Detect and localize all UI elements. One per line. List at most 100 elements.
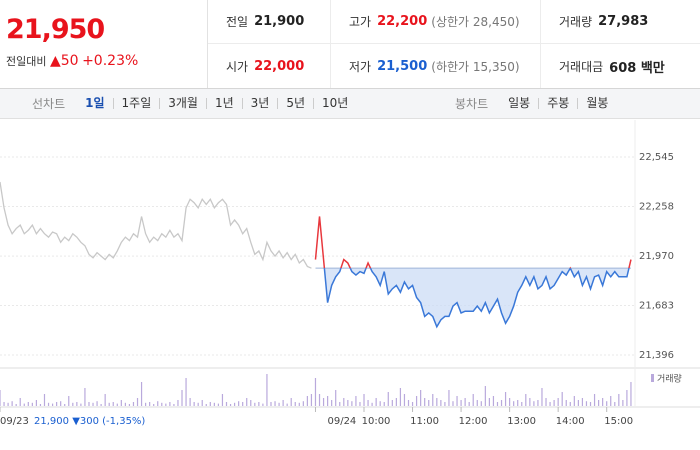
- period-tab[interactable]: 1년: [205, 97, 242, 109]
- divider: [0, 88, 700, 89]
- volume-bar: [610, 396, 612, 406]
- x-tick-label: 10:00: [362, 416, 391, 427]
- stat-label: 거래량: [559, 15, 593, 29]
- candle-tab[interactable]: 주봉: [538, 97, 577, 109]
- volume-bar: [504, 392, 507, 406]
- volume-bar: [496, 402, 499, 406]
- volume-bar: [468, 402, 470, 406]
- volume-bar: [597, 400, 600, 406]
- prev-day-change: ▼300: [72, 416, 99, 427]
- volume-bar: [618, 394, 620, 406]
- volume-bar: [395, 398, 397, 406]
- volume-bar: [460, 400, 462, 406]
- volume-bar: [185, 378, 187, 406]
- volume-bar: [242, 402, 244, 406]
- volume-bar: [140, 382, 143, 406]
- volume-bar: [153, 404, 155, 406]
- volume-bar: [76, 402, 78, 406]
- volume-bar: [606, 401, 608, 406]
- volume-bar: [440, 400, 442, 406]
- x-tick-label: 09/23: [0, 416, 29, 427]
- volume-bar: [517, 400, 519, 406]
- current-price: 21,950: [6, 14, 105, 45]
- volume-bar: [80, 403, 82, 406]
- volume-bar: [472, 394, 474, 406]
- period-tab[interactable]: 3개월: [159, 97, 206, 109]
- volume-bar: [278, 402, 280, 406]
- volume-bar: [318, 394, 321, 406]
- volume-bar: [525, 394, 527, 406]
- volume-bar: [509, 398, 511, 406]
- stat-cell: 저가 21,500 (하한가 15,350): [330, 44, 540, 88]
- volume-bar: [35, 400, 38, 406]
- candle-tab[interactable]: 월봉: [577, 97, 616, 109]
- volume-bar: [492, 396, 495, 406]
- volume-bar: [193, 402, 195, 406]
- volume-bar: [399, 388, 402, 406]
- stat-note: (하한가 15,350): [431, 59, 520, 74]
- period-tab[interactable]: 1주일: [112, 97, 160, 109]
- volume-bar: [92, 402, 94, 406]
- volume-bar: [120, 400, 122, 406]
- x-tick-label: 11:00: [410, 416, 439, 427]
- volume-bar: [116, 403, 118, 406]
- volume-bar: [355, 396, 357, 406]
- volume-bar: [589, 402, 592, 406]
- volume-bar: [314, 378, 317, 406]
- volume-bar: [602, 398, 604, 406]
- volume-bar: [108, 402, 110, 406]
- stat-label: 고가: [349, 15, 372, 29]
- volume-bar: [246, 398, 248, 406]
- volume-bar: [424, 398, 426, 406]
- stat-label: 저가: [349, 59, 372, 74]
- volume-bar: [238, 401, 240, 406]
- volume-bar: [104, 394, 106, 406]
- period-tab[interactable]: 10년: [313, 97, 356, 109]
- period-tab[interactable]: 5년: [277, 97, 313, 109]
- volume-bar: [306, 396, 308, 406]
- volume-bar: [197, 402, 199, 406]
- volume-bar: [347, 400, 349, 406]
- period-tab[interactable]: 1일: [85, 96, 105, 110]
- volume-bar: [298, 402, 300, 406]
- volume-bar: [84, 388, 86, 406]
- stat-value: 22,000: [254, 58, 305, 74]
- volume-bar: [521, 402, 523, 406]
- volume-bar: [339, 402, 341, 406]
- line-tabs: 선차트 1일 1주일 3개월 1년 3년 5년 10년: [32, 89, 356, 118]
- volume-bar: [541, 388, 543, 406]
- stat-cell: 거래대금 608 백만: [540, 44, 700, 88]
- volume-bar: [294, 402, 296, 406]
- volume-bar: [233, 402, 236, 406]
- volume-bar: [112, 402, 114, 406]
- volume-bar: [47, 402, 50, 406]
- stat-cell: 거래량 27,983: [540, 0, 700, 44]
- period-tab[interactable]: 3년: [241, 97, 278, 109]
- x-tick-label: 14:00: [556, 416, 585, 427]
- candle-tab[interactable]: 일봉: [508, 96, 531, 110]
- x-tick-label: 15:00: [604, 416, 633, 427]
- volume-bar: [335, 390, 337, 406]
- volume-bar: [27, 402, 29, 406]
- volume-bar: [545, 398, 547, 406]
- volume-bar: [68, 396, 70, 406]
- volume-bar: [181, 390, 183, 406]
- volume-bar: [136, 398, 139, 406]
- stat-cell: 고가 22,200 (상한가 28,450): [330, 0, 540, 44]
- volume-bar: [286, 403, 288, 406]
- tab-group-label: 선차트: [32, 97, 66, 111]
- volume-bar: [177, 400, 179, 406]
- volume-bar: [456, 396, 458, 406]
- stat-cell: 시가 22,000: [208, 44, 330, 88]
- volume-bar: [448, 390, 450, 406]
- volume-bar: [128, 404, 131, 406]
- volume-bar: [573, 396, 575, 406]
- volume-bar: [254, 402, 256, 406]
- volume-bar: [420, 390, 422, 406]
- volume-bar: [72, 402, 74, 406]
- volume-bar: [132, 402, 135, 406]
- stat-value: 22,200: [377, 14, 428, 29]
- volume-bar: [553, 400, 555, 406]
- x-tick-label: 13:00: [507, 416, 536, 427]
